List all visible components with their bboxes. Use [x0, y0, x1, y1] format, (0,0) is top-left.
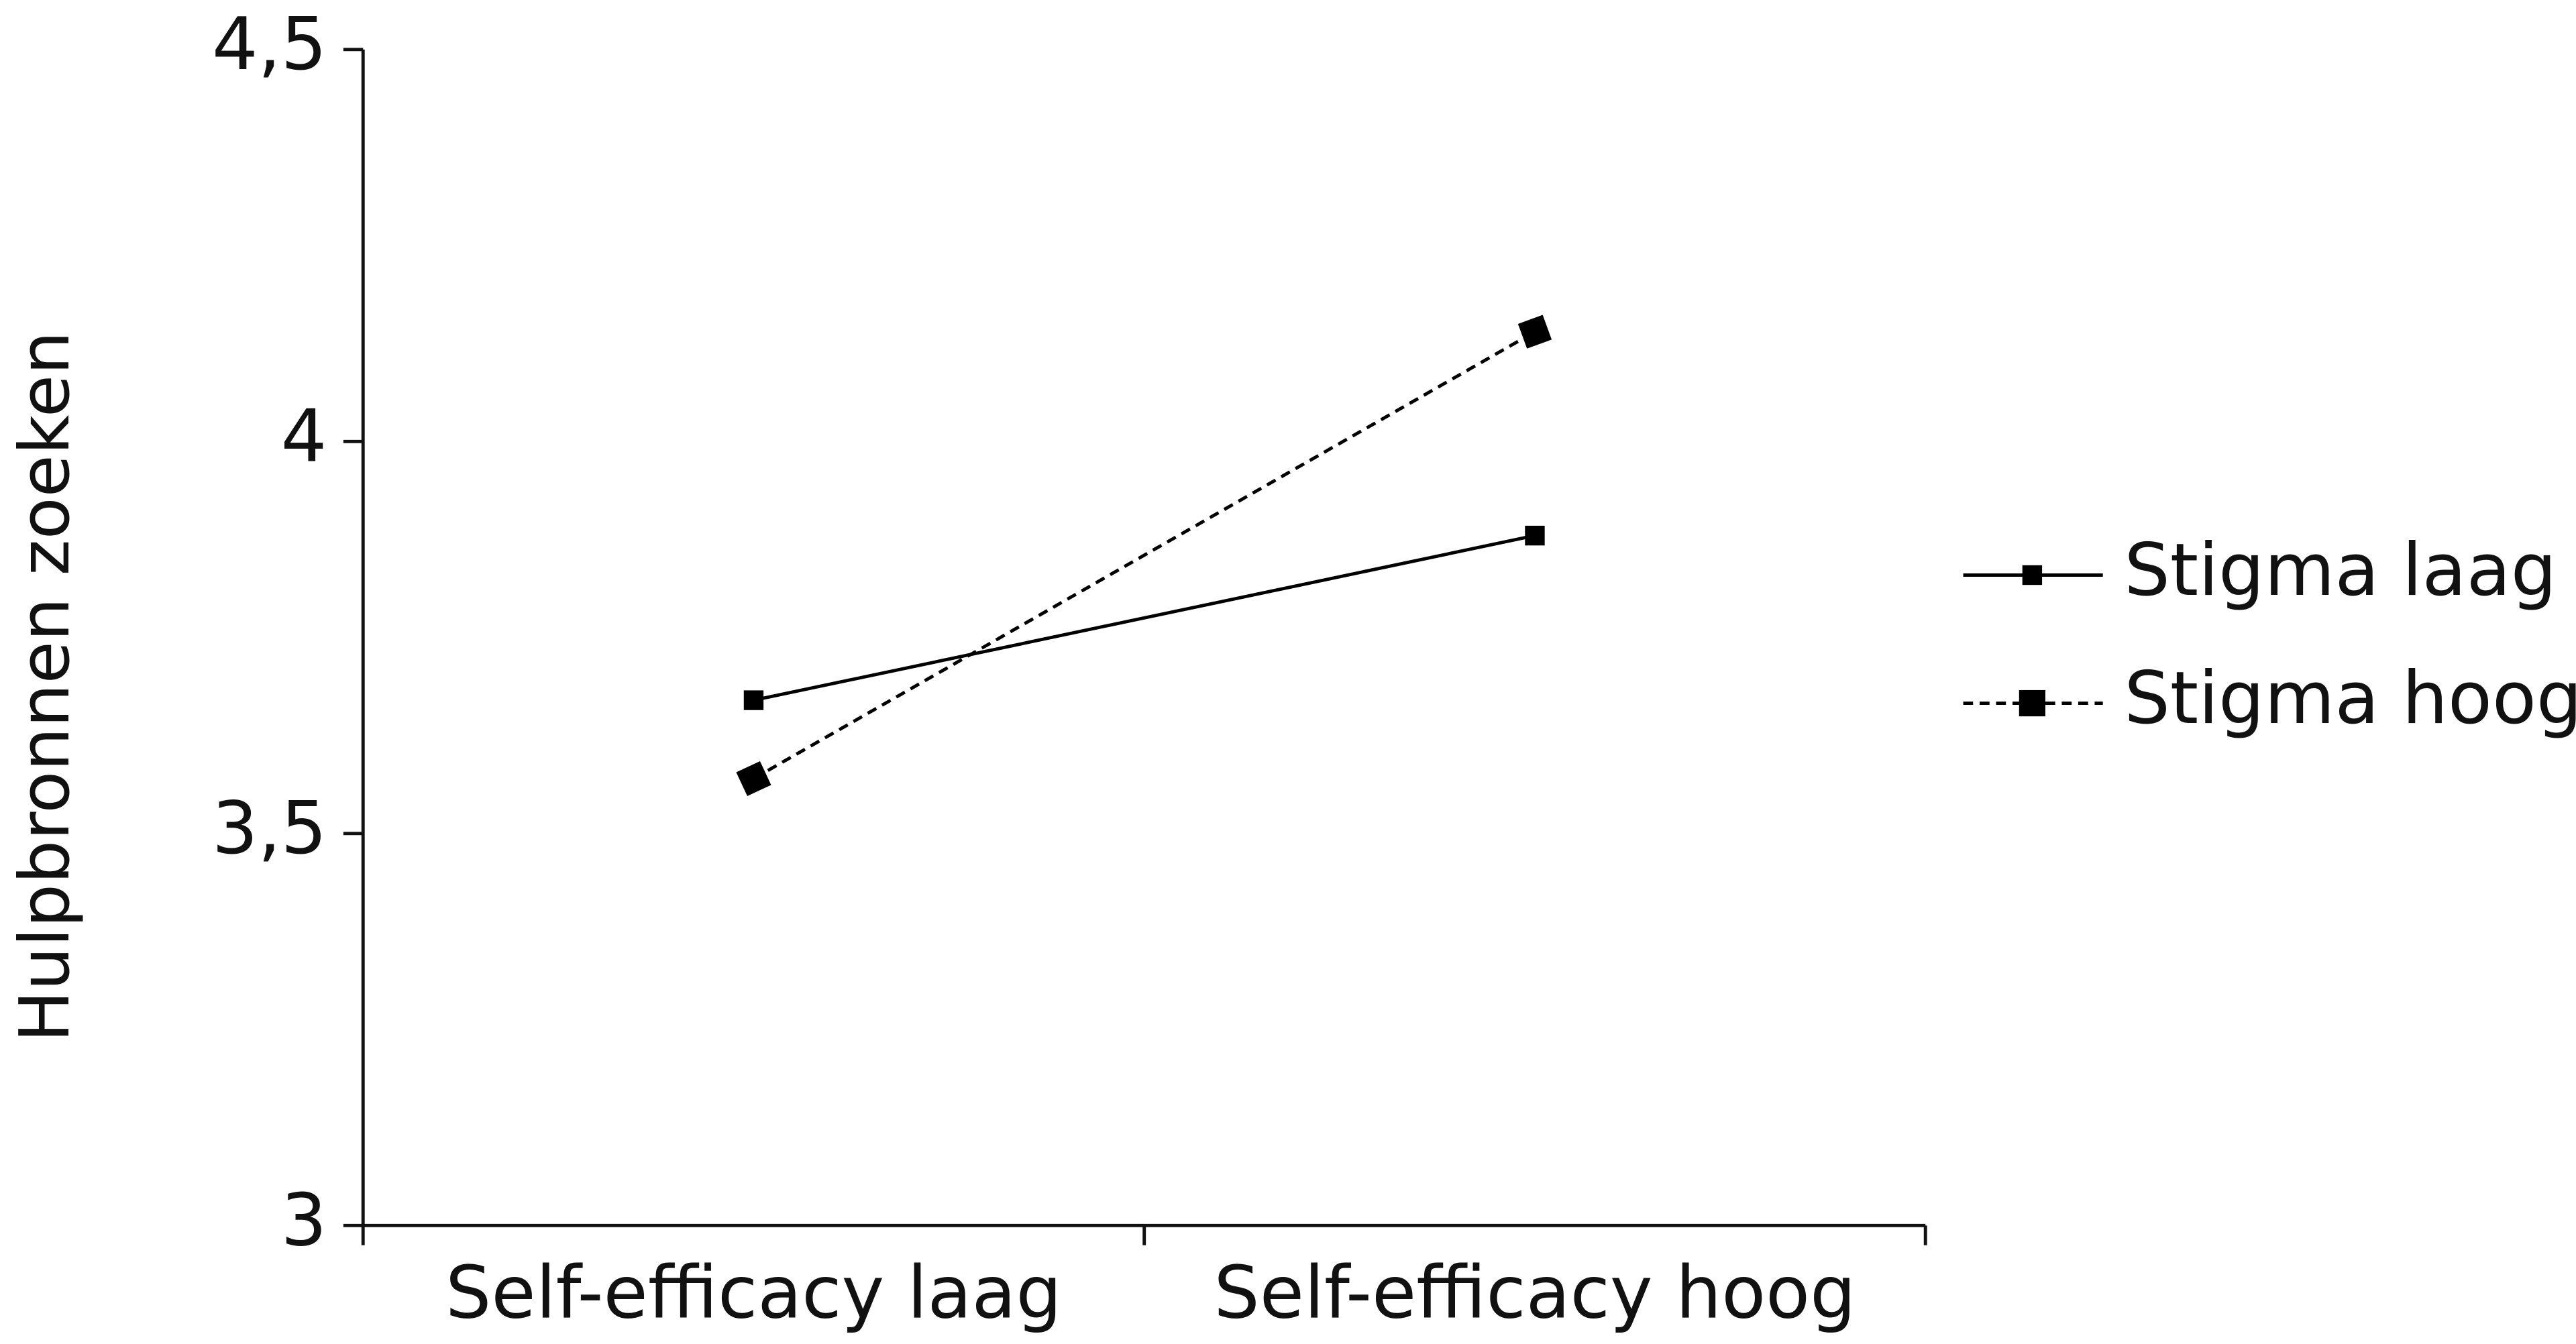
y-tick-label: 3 — [281, 1179, 327, 1263]
series-line — [753, 534, 1536, 702]
legend-marker — [2022, 565, 2043, 585]
series-line — [753, 330, 1536, 781]
x-tick-label: Self-efficacy hoog — [1214, 1251, 1856, 1335]
x-tick-label: Self-efficacy laag — [445, 1251, 1062, 1335]
series-marker — [1517, 315, 1552, 349]
series-marker — [736, 761, 771, 797]
y-tick-label: 4,5 — [212, 3, 327, 87]
series-marker — [743, 690, 764, 710]
y-tick-label: 3,5 — [212, 787, 327, 871]
y-axis-label: Hulpbronnen zoeken — [5, 331, 85, 1043]
legend-marker — [2019, 689, 2045, 717]
legend-label: Stigma hoog — [2125, 657, 2576, 740]
y-tick-label: 4 — [281, 395, 327, 479]
legend-label: Stigma laag — [2125, 528, 2557, 612]
series-marker — [1525, 525, 1545, 546]
